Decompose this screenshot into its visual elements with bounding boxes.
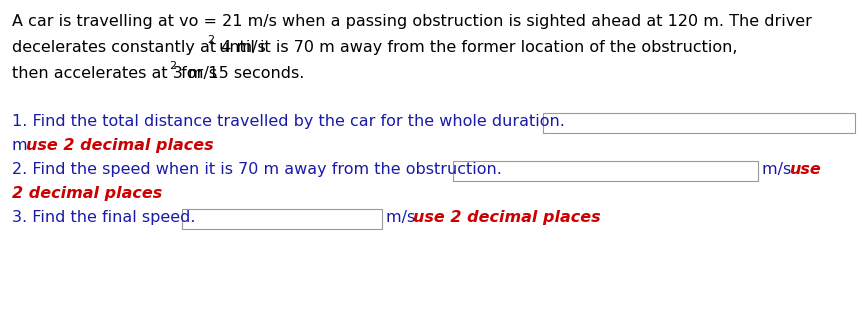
FancyBboxPatch shape xyxy=(182,209,382,229)
Text: 2: 2 xyxy=(207,35,214,45)
Text: use 2 decimal places: use 2 decimal places xyxy=(26,138,213,153)
Text: decelerates constantly at 4 m/s: decelerates constantly at 4 m/s xyxy=(12,40,266,55)
Text: m/s: m/s xyxy=(762,162,797,177)
Text: 2 decimal places: 2 decimal places xyxy=(12,186,162,201)
Text: until it is 70 m away from the former location of the obstruction,: until it is 70 m away from the former lo… xyxy=(214,40,738,55)
Text: 2. Find the speed when it is 70 m away from the obstruction.: 2. Find the speed when it is 70 m away f… xyxy=(12,162,502,177)
Text: for 15 seconds.: for 15 seconds. xyxy=(177,66,305,81)
Text: A car is travelling at vo = 21 m/s when a passing obstruction is sighted ahead a: A car is travelling at vo = 21 m/s when … xyxy=(12,14,812,29)
Text: use 2 decimal places: use 2 decimal places xyxy=(413,210,601,225)
FancyBboxPatch shape xyxy=(453,161,758,181)
Text: m: m xyxy=(12,138,33,153)
Text: 1. Find the total distance travelled by the car for the whole duration.: 1. Find the total distance travelled by … xyxy=(12,114,565,129)
Text: 2: 2 xyxy=(170,61,177,71)
FancyBboxPatch shape xyxy=(543,113,855,133)
Text: use: use xyxy=(789,162,821,177)
Text: m/s: m/s xyxy=(386,210,420,225)
Text: 3. Find the final speed.: 3. Find the final speed. xyxy=(12,210,195,225)
Text: then accelerates at 3 m/s: then accelerates at 3 m/s xyxy=(12,66,217,81)
